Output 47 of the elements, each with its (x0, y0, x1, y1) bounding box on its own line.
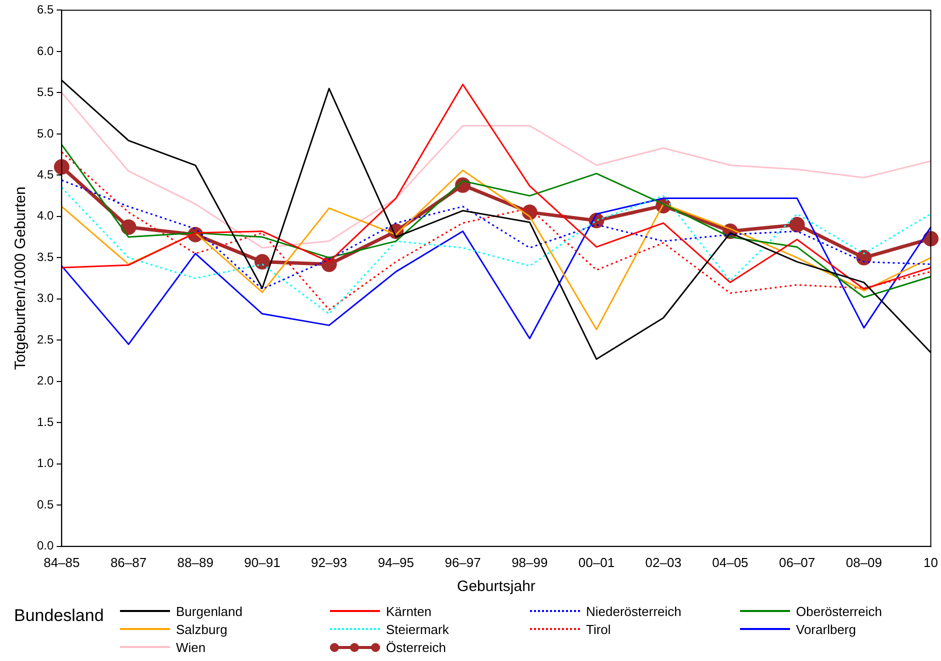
legend-title: Bundesland (14, 606, 104, 626)
y-axis-title: Totgeburten/1000 Geburten (12, 186, 30, 370)
y-tick-label: 1.0 (36, 456, 54, 470)
y-tick-label: 3.0 (36, 291, 54, 306)
y-tick-label: 2.5 (36, 332, 54, 346)
x-tick-label: 00–01 (578, 554, 615, 570)
point (856, 250, 872, 266)
legend-label: Niederösterreich (586, 604, 682, 618)
y-tick-label: 4.5 (36, 167, 54, 182)
legend-label: Österreich (386, 640, 446, 654)
y-tick-label: 2.0 (36, 374, 54, 388)
x-tick-label: 10 (924, 554, 938, 570)
x-tick-label: 06–07 (778, 554, 816, 570)
point (789, 216, 805, 232)
x-tick-label: 84–85 (44, 554, 80, 570)
x-tick-label: 98–99 (512, 554, 548, 570)
x-axis-title: Geburtsjahr (457, 578, 536, 596)
legend-label: Steiermark (386, 622, 449, 636)
legend-label: Oberösterreich (796, 604, 882, 618)
y-tick-label: 4.0 (36, 208, 54, 223)
x-tick-label: 02–03 (645, 554, 682, 570)
x-tick-label: 92–93 (311, 554, 348, 570)
y-tick-label: 6.0 (36, 44, 54, 58)
y-tick-label: 6.5 (36, 2, 54, 17)
legend-label: Vorarlberg (796, 622, 856, 636)
y-tick-label: 0.5 (36, 497, 54, 512)
x-tick-label: 96–97 (444, 554, 481, 570)
point (120, 219, 136, 235)
x-tick-label: 94–95 (378, 554, 414, 570)
x-tick-label: 08–09 (846, 554, 882, 570)
x-tick-label: 86–87 (110, 554, 147, 570)
y-tick-label: 5.0 (36, 126, 54, 140)
y-tick-label: 5.5 (36, 85, 54, 100)
x-tick-label: 90–91 (244, 554, 280, 570)
legend-label: Wien (176, 640, 206, 654)
y-tick-label: 0.0 (36, 538, 54, 553)
legend-label: Salzburg (176, 622, 228, 636)
x-tick-label: 88–89 (177, 554, 214, 570)
point (54, 159, 70, 175)
legend-label: Burgenland (176, 604, 242, 618)
line-series (60, 186, 932, 315)
legend-label: Kärnten (386, 604, 432, 618)
legend-label: Tirol (586, 622, 611, 636)
y-tick-label: 1.5 (36, 414, 54, 429)
point (254, 254, 270, 270)
y-tick-label: 3.5 (36, 250, 54, 264)
x-tick-label: 04–05 (712, 554, 748, 570)
